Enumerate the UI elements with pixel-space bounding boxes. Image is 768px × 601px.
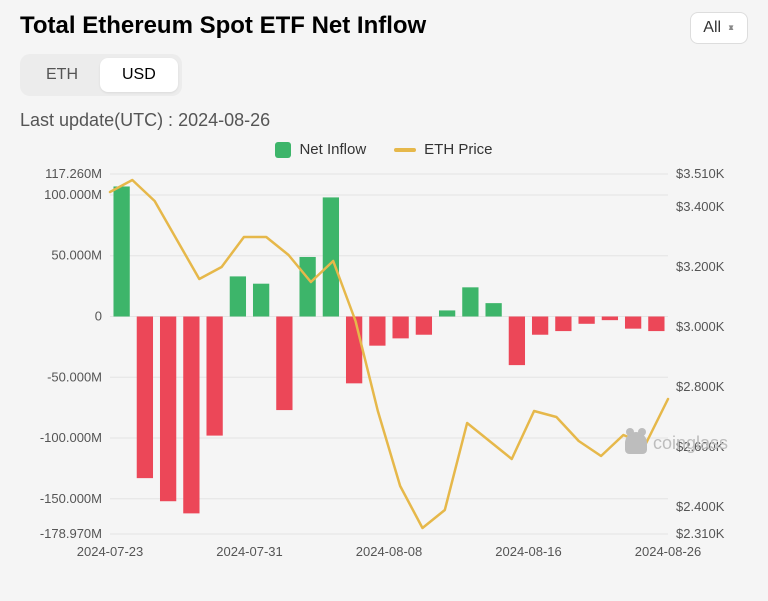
svg-text:-150.000M: -150.000M bbox=[40, 491, 102, 506]
page-title: Total Ethereum Spot ETF Net Inflow bbox=[20, 12, 426, 40]
svg-text:117.260M: 117.260M bbox=[45, 166, 102, 181]
toggle-usd[interactable]: USD bbox=[100, 58, 178, 92]
svg-text:$3.400K: $3.400K bbox=[676, 199, 725, 214]
line-swatch-icon bbox=[394, 148, 416, 152]
svg-text:$3.000K: $3.000K bbox=[676, 319, 725, 334]
legend: Net Inflow ETH Price bbox=[0, 131, 768, 164]
chart: 117.260M 100.000M 50.000M 0 -50.000M -100.000… bbox=[0, 164, 768, 584]
svg-text:2024-07-31: 2024-07-31 bbox=[216, 544, 283, 559]
range-dropdown-label: All bbox=[703, 19, 721, 37]
svg-text:$2.310K: $2.310K bbox=[676, 526, 725, 541]
svg-text:-50.000M: -50.000M bbox=[47, 369, 102, 384]
svg-text:50.000M: 50.000M bbox=[51, 248, 102, 263]
svg-text:2024-08-08: 2024-08-08 bbox=[356, 544, 423, 559]
svg-text:2024-07-23: 2024-07-23 bbox=[77, 544, 144, 559]
toggle-eth[interactable]: ETH bbox=[24, 58, 100, 92]
svg-text:$2.400K: $2.400K bbox=[676, 499, 725, 514]
last-update: Last update(UTC) : 2024-08-26 bbox=[0, 96, 768, 131]
svg-text:$3.510K: $3.510K bbox=[676, 166, 725, 181]
svg-text:-100.000M: -100.000M bbox=[40, 430, 102, 445]
svg-text:$2.800K: $2.800K bbox=[676, 379, 725, 394]
svg-text:2024-08-16: 2024-08-16 bbox=[495, 544, 562, 559]
svg-text:2024-08-26: 2024-08-26 bbox=[635, 544, 702, 559]
currency-toggle: ETH USD bbox=[20, 54, 182, 96]
swatch-icon bbox=[275, 142, 291, 158]
legend-net-inflow: Net Inflow bbox=[275, 141, 366, 158]
svg-text:$3.200K: $3.200K bbox=[676, 259, 725, 274]
svg-text:$2.600K: $2.600K bbox=[676, 439, 725, 454]
svg-text:0: 0 bbox=[95, 309, 102, 324]
range-dropdown[interactable]: All ▲▼ bbox=[690, 12, 748, 44]
svg-text:100.000M: 100.000M bbox=[44, 187, 102, 202]
legend-eth-price: ETH Price bbox=[394, 141, 492, 158]
svg-text:-178.970M: -178.970M bbox=[40, 526, 102, 541]
